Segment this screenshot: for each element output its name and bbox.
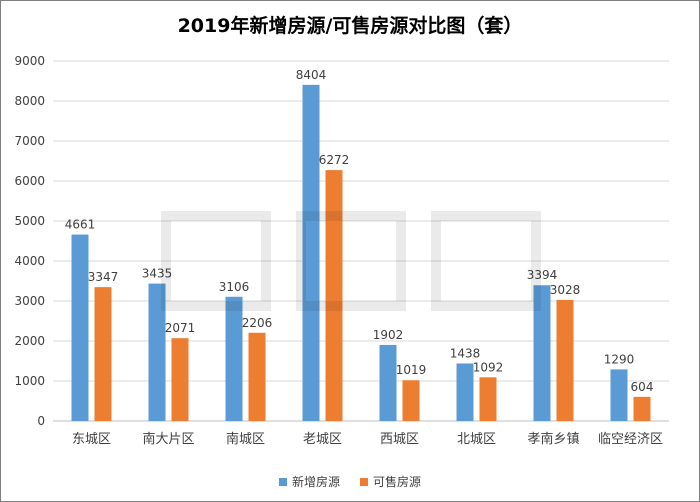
y-tick-label: 4000: [14, 254, 45, 268]
data-label-new: 3106: [219, 280, 250, 294]
x-tick-label: 南城区: [226, 431, 265, 447]
bar-available: [633, 396, 651, 421]
bar-new: [379, 344, 397, 421]
bar-available: [479, 377, 497, 421]
bar-new: [610, 369, 628, 421]
bar-new: [302, 84, 320, 421]
bar-new: [71, 234, 89, 421]
data-label-available: 1092: [473, 360, 504, 374]
data-label-new: 8404: [296, 68, 327, 82]
bar-available: [248, 332, 266, 421]
data-label-available: 604: [631, 380, 654, 394]
y-tick-label: 3000: [14, 294, 45, 308]
legend-swatch-available: [360, 477, 368, 486]
x-tick-label: 南大片区: [142, 431, 194, 447]
data-label-new: 4661: [65, 218, 96, 232]
y-tick-label: 0: [37, 414, 45, 428]
data-label-new: 1438: [450, 346, 481, 360]
bar-available: [171, 338, 189, 421]
bar-new: [148, 283, 166, 421]
x-tick-label: 老城区: [303, 432, 342, 447]
y-tick-label: 8000: [14, 94, 45, 108]
x-tick-label: 北城区: [457, 432, 496, 447]
chart-legend: 新增房源 可售房源: [1, 473, 699, 490]
bar-chart: 0 1000 2000 3000 4000 5000 6000 7000 8000 9000 466…: [14, 54, 669, 447]
y-tick-label: 6000: [14, 174, 45, 188]
bar-new: [533, 285, 551, 421]
legend-item-available: 可售房源: [360, 473, 421, 490]
legend-swatch-new: [278, 477, 287, 486]
x-tick-label: 东城区: [72, 432, 111, 447]
y-tick-label: 9000: [14, 54, 45, 68]
x-tick-label: 西城区: [380, 432, 419, 447]
x-tick-label: 临空经济区: [598, 432, 663, 447]
bar-available: [556, 299, 574, 421]
legend-item-new: 新增房源: [278, 473, 340, 490]
chart-title: 2019年新增房源/可售房源对比图（套）: [177, 15, 523, 37]
y-tick-label: 5000: [14, 214, 45, 228]
legend-label-new: 新增房源: [291, 475, 340, 489]
y-tick-label: 1000: [14, 374, 45, 388]
data-label-available: 6272: [319, 153, 350, 167]
data-label-available: 2206: [242, 316, 273, 330]
bar-available: [325, 170, 343, 421]
data-label-available: 3347: [88, 270, 119, 284]
bar-available: [94, 287, 112, 421]
data-label-available: 3028: [550, 283, 581, 297]
bar-available: [402, 380, 420, 421]
y-tick-label: 2000: [14, 334, 45, 348]
x-tick-label: 孝南乡镇: [527, 431, 579, 447]
bar-new: [225, 296, 243, 421]
data-label-new: 3394: [527, 268, 558, 282]
legend-label-available: 可售房源: [373, 475, 422, 489]
data-label-new: 1290: [604, 352, 635, 366]
bar-new: [456, 363, 474, 421]
data-label-new: 1902: [373, 328, 404, 342]
y-tick-label: 7000: [14, 134, 45, 148]
data-label-new: 3435: [142, 267, 173, 281]
data-label-available: 2071: [165, 321, 196, 335]
data-label-available: 1019: [396, 363, 427, 377]
